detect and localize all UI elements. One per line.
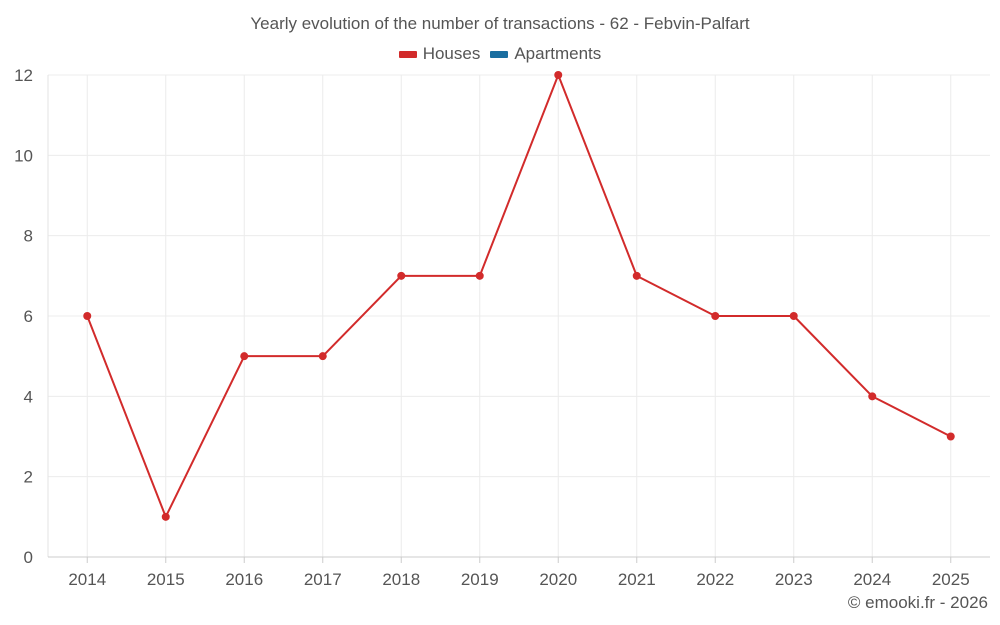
y-tick-label: 0 xyxy=(24,548,33,567)
y-tick-label: 8 xyxy=(24,227,33,246)
data-point-houses xyxy=(789,312,798,320)
y-tick-label: 2 xyxy=(24,468,33,487)
data-point-houses xyxy=(868,392,877,401)
legend-swatch-apartments xyxy=(490,50,509,58)
data-point-houses xyxy=(711,312,720,320)
data-point-houses xyxy=(397,271,406,280)
legend-label-houses: Houses xyxy=(422,44,481,63)
y-tick-label: 12 xyxy=(14,66,33,85)
data-point-houses xyxy=(946,432,955,441)
x-tick-label: 2017 xyxy=(304,570,342,589)
data-point-houses xyxy=(475,271,484,280)
legend-item-apartments[interactable]: Apartments xyxy=(490,44,601,64)
y-tick-label: 10 xyxy=(14,146,33,165)
data-point-houses xyxy=(83,312,92,320)
x-tick-label: 2015 xyxy=(147,570,185,589)
legend-item-houses[interactable]: Houses xyxy=(398,44,481,64)
x-tick-label: 2023 xyxy=(775,570,813,589)
data-point-houses xyxy=(161,512,170,521)
data-point-houses xyxy=(554,71,563,79)
legend-swatch-houses xyxy=(398,50,417,58)
x-tick-label: 2019 xyxy=(461,570,499,589)
y-tick-label: 4 xyxy=(24,387,33,406)
series-line-houses xyxy=(86,74,952,518)
data-point-houses xyxy=(632,271,641,280)
x-tick-label: 2020 xyxy=(539,570,577,589)
x-tick-label: 2021 xyxy=(618,570,656,589)
chart-title: Yearly evolution of the number of transa… xyxy=(250,14,750,33)
data-point-houses xyxy=(240,352,249,361)
chart-legend: Houses Apartments xyxy=(0,44,1000,64)
x-tick-label: 2014 xyxy=(68,570,106,589)
x-tick-label: 2024 xyxy=(853,570,891,589)
data-point-houses xyxy=(318,352,327,361)
x-tick-label: 2016 xyxy=(225,570,263,589)
legend-label-apartments: Apartments xyxy=(514,44,602,63)
y-tick-label: 6 xyxy=(24,307,33,326)
x-tick-label: 2018 xyxy=(382,570,420,589)
credit-text: © emooki.fr - 2026 xyxy=(847,593,988,612)
x-tick-label: 2025 xyxy=(932,570,970,589)
x-tick-label: 2022 xyxy=(696,570,734,589)
